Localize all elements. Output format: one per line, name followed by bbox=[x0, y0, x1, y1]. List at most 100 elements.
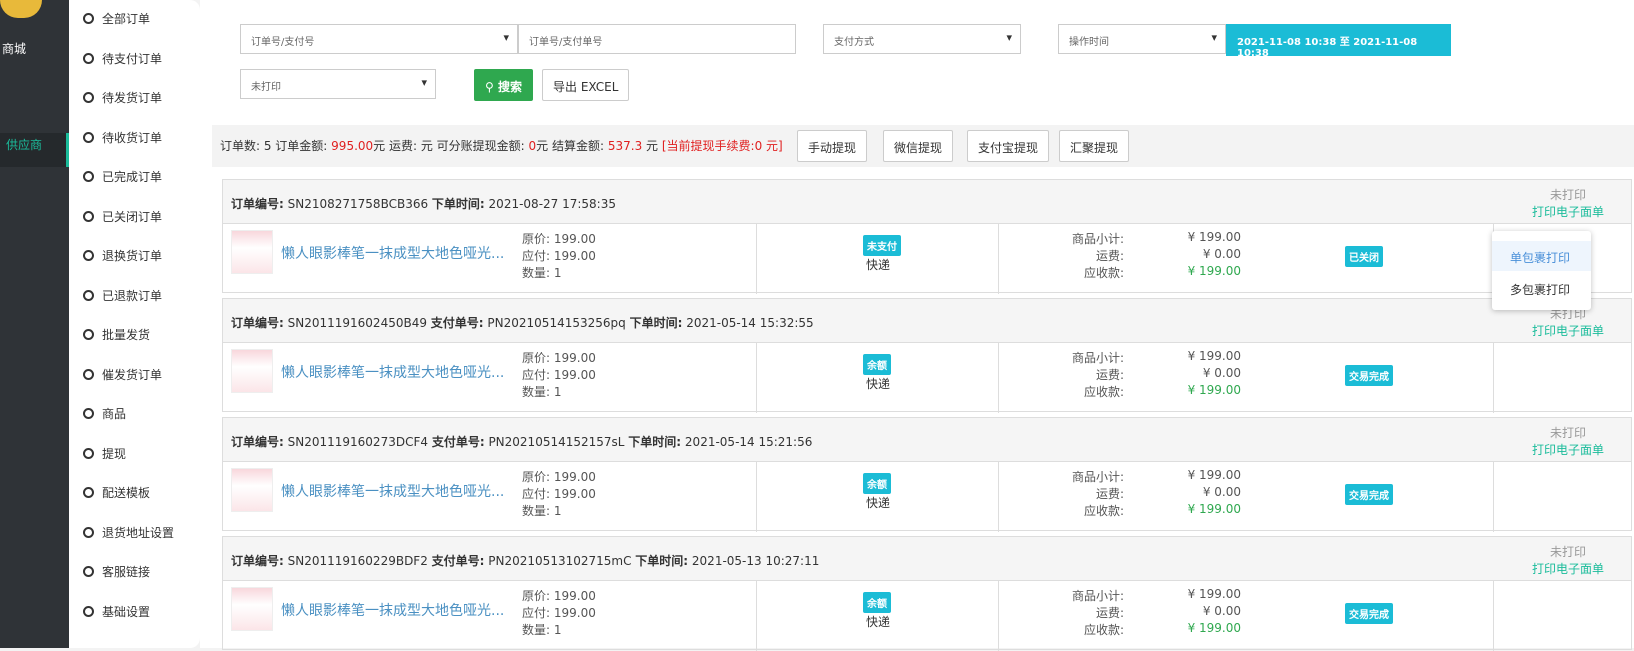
total-label: 商品小计: bbox=[1071, 232, 1124, 246]
summary-text: 995.00 bbox=[331, 139, 374, 153]
total-label: 商品小计: bbox=[1071, 470, 1124, 484]
search-button[interactable]: ⚲ 搜索 bbox=[474, 69, 533, 101]
menu-item[interactable]: 客服链接 bbox=[83, 563, 150, 580]
total-label: 应收款: bbox=[1083, 504, 1124, 518]
sidebar-item[interactable]: 商城 bbox=[2, 42, 27, 56]
total-label: 运费: bbox=[1095, 606, 1124, 620]
header-label: 下单时间: bbox=[431, 197, 485, 211]
menu-item[interactable]: 催发货订单 bbox=[83, 366, 162, 383]
product-name[interactable]: 懒人眼影棒笔一抹成型大地色哑光... bbox=[281, 484, 505, 500]
divider bbox=[998, 462, 999, 532]
menu-item[interactable]: 全部订单 bbox=[83, 10, 150, 27]
print-link[interactable]: 打印电子面单 bbox=[1531, 562, 1604, 576]
total-value: ¥ 199.00 bbox=[1187, 502, 1241, 516]
sidebar-item[interactable]: 供应商 bbox=[6, 138, 43, 152]
menu-item[interactable]: 已关闭订单 bbox=[83, 208, 162, 225]
withdraw-button[interactable]: 支付宝提现 bbox=[967, 130, 1050, 162]
divider bbox=[756, 581, 757, 651]
divider bbox=[1493, 462, 1494, 532]
product-name[interactable]: 懒人眼影棒笔一抹成型大地色哑光... bbox=[281, 365, 505, 381]
order-header: 订单编号: SN201119160273DCF4 支付单号: PN2021051… bbox=[223, 418, 1631, 462]
total-value: ¥ 199.00 bbox=[1187, 468, 1241, 482]
header-value: PN20210514152157sL bbox=[484, 435, 629, 449]
header-label: 订单编号: bbox=[231, 435, 284, 449]
print-link[interactable]: 打印电子面单 bbox=[1531, 324, 1604, 338]
divider bbox=[998, 224, 999, 294]
total-value: ¥ 199.00 bbox=[1187, 349, 1241, 363]
price-line: 原价: 199.00 bbox=[522, 470, 596, 484]
price-line: 原价: 199.00 bbox=[522, 351, 596, 365]
total-label: 商品小计: bbox=[1071, 351, 1124, 365]
avatar bbox=[0, 0, 42, 18]
summary-text: 元 bbox=[642, 139, 662, 153]
withdraw-button[interactable]: 汇聚提现 bbox=[1059, 130, 1130, 162]
summary-text: 元 运费: 元 可分账提现金额: bbox=[373, 139, 529, 153]
status-badge: 已关闭 bbox=[1345, 246, 1383, 267]
export-button[interactable]: 导出 EXCEL bbox=[542, 69, 630, 101]
header-value: PN20210514153256pq bbox=[483, 316, 630, 330]
total-value: ¥ 0.00 bbox=[1202, 366, 1241, 380]
shipping: 快递 bbox=[865, 258, 890, 272]
time-type-select[interactable]: 操作时间 bbox=[1058, 24, 1226, 54]
divider bbox=[998, 343, 999, 413]
menu-item[interactable]: 待发货订单 bbox=[83, 89, 162, 106]
search-type-select[interactable]: 订单号/支付号 bbox=[240, 24, 518, 54]
price-line: 数量: 1 bbox=[522, 623, 562, 637]
total-label: 应收款: bbox=[1083, 266, 1124, 280]
total-value: ¥ 199.00 bbox=[1187, 383, 1241, 397]
total-label: 应收款: bbox=[1083, 385, 1124, 399]
price-line: 原价: 199.00 bbox=[522, 232, 596, 246]
withdraw-button[interactable]: 微信提现 bbox=[883, 130, 954, 162]
product-name[interactable]: 懒人眼影棒笔一抹成型大地色哑光... bbox=[281, 603, 505, 619]
header-value: SN2011191602450B49 bbox=[283, 316, 431, 330]
payment-badge: 余额 bbox=[863, 473, 891, 494]
header-label: 下单时间: bbox=[635, 554, 689, 568]
order: 订单编号: SN201119160229BDF2 支付单号: PN2021051… bbox=[222, 536, 1632, 651]
search-icon: ⚲ bbox=[485, 80, 498, 94]
search-input[interactable]: 订单号/支付单号 bbox=[518, 24, 796, 54]
menu-item[interactable]: 商品 bbox=[83, 405, 126, 422]
payment-select[interactable]: 支付方式 bbox=[823, 24, 1021, 54]
menu-option[interactable]: 单包裹打印 bbox=[1492, 241, 1591, 271]
total-value: ¥ 199.00 bbox=[1187, 621, 1241, 635]
divider bbox=[1493, 343, 1494, 413]
menu-item[interactable]: 退换货订单 bbox=[83, 247, 162, 264]
header-label: 下单时间: bbox=[628, 435, 682, 449]
status-badge: 交易完成 bbox=[1345, 484, 1393, 505]
print-link[interactable]: 打印电子面单 bbox=[1531, 443, 1604, 457]
menu-item[interactable]: 待支付订单 bbox=[83, 50, 162, 67]
order-header: 订单编号: SN201119160229BDF2 支付单号: PN2021051… bbox=[223, 537, 1631, 581]
print-link[interactable]: 打印电子面单 bbox=[1531, 205, 1604, 219]
withdraw-button[interactable]: 手动提现 bbox=[797, 130, 868, 162]
submenu: 全部订单待支付订单待发货订单待收货订单已完成订单已关闭订单退换货订单已退款订单批… bbox=[69, 0, 200, 648]
shipping: 快递 bbox=[865, 377, 890, 391]
date-range[interactable]: 2021-11-08 10:38 至 2021-11-08 10:38 bbox=[1226, 24, 1451, 59]
menu-item[interactable]: 配送模板 bbox=[83, 484, 150, 501]
divider bbox=[1493, 581, 1494, 651]
menu-item[interactable]: 基础设置 bbox=[83, 603, 150, 620]
header-label: 订单编号: bbox=[231, 316, 284, 330]
print-dropdown: 单包裹打印 多包裹打印 bbox=[1492, 231, 1591, 310]
total-label: 运费: bbox=[1095, 249, 1124, 263]
product-image bbox=[231, 230, 273, 274]
menu-item[interactable]: 提现 bbox=[83, 445, 126, 462]
print-status: 未打印 bbox=[1549, 307, 1586, 321]
print-status: 未打印 bbox=[1549, 188, 1586, 202]
print-status-select[interactable]: 未打印 bbox=[240, 69, 436, 99]
label: 搜索 bbox=[497, 80, 522, 94]
menu-item[interactable]: 已退款订单 bbox=[83, 287, 162, 304]
divider bbox=[756, 224, 757, 294]
order: 订单编号: SN2108271758BCB366 下单时间: 2021-08-2… bbox=[222, 179, 1632, 294]
menu-item[interactable]: 退货地址设置 bbox=[83, 524, 174, 541]
price-line: 应付: 199.00 bbox=[522, 368, 596, 382]
menu-option[interactable]: 多包裹打印 bbox=[1510, 283, 1571, 297]
price-line: 数量: 1 bbox=[522, 504, 562, 518]
menu-item[interactable]: 批量发货 bbox=[83, 326, 150, 343]
summary-text: 订单数: 5 订单金额: bbox=[220, 139, 332, 153]
header-value: 2021-05-14 15:32:55 bbox=[682, 316, 814, 330]
menu-item[interactable]: 已完成订单 bbox=[83, 168, 162, 185]
header-label: 下单时间: bbox=[629, 316, 683, 330]
product-name[interactable]: 懒人眼影棒笔一抹成型大地色哑光... bbox=[281, 246, 505, 262]
divider bbox=[756, 462, 757, 532]
menu-item[interactable]: 待收货订单 bbox=[83, 129, 162, 146]
